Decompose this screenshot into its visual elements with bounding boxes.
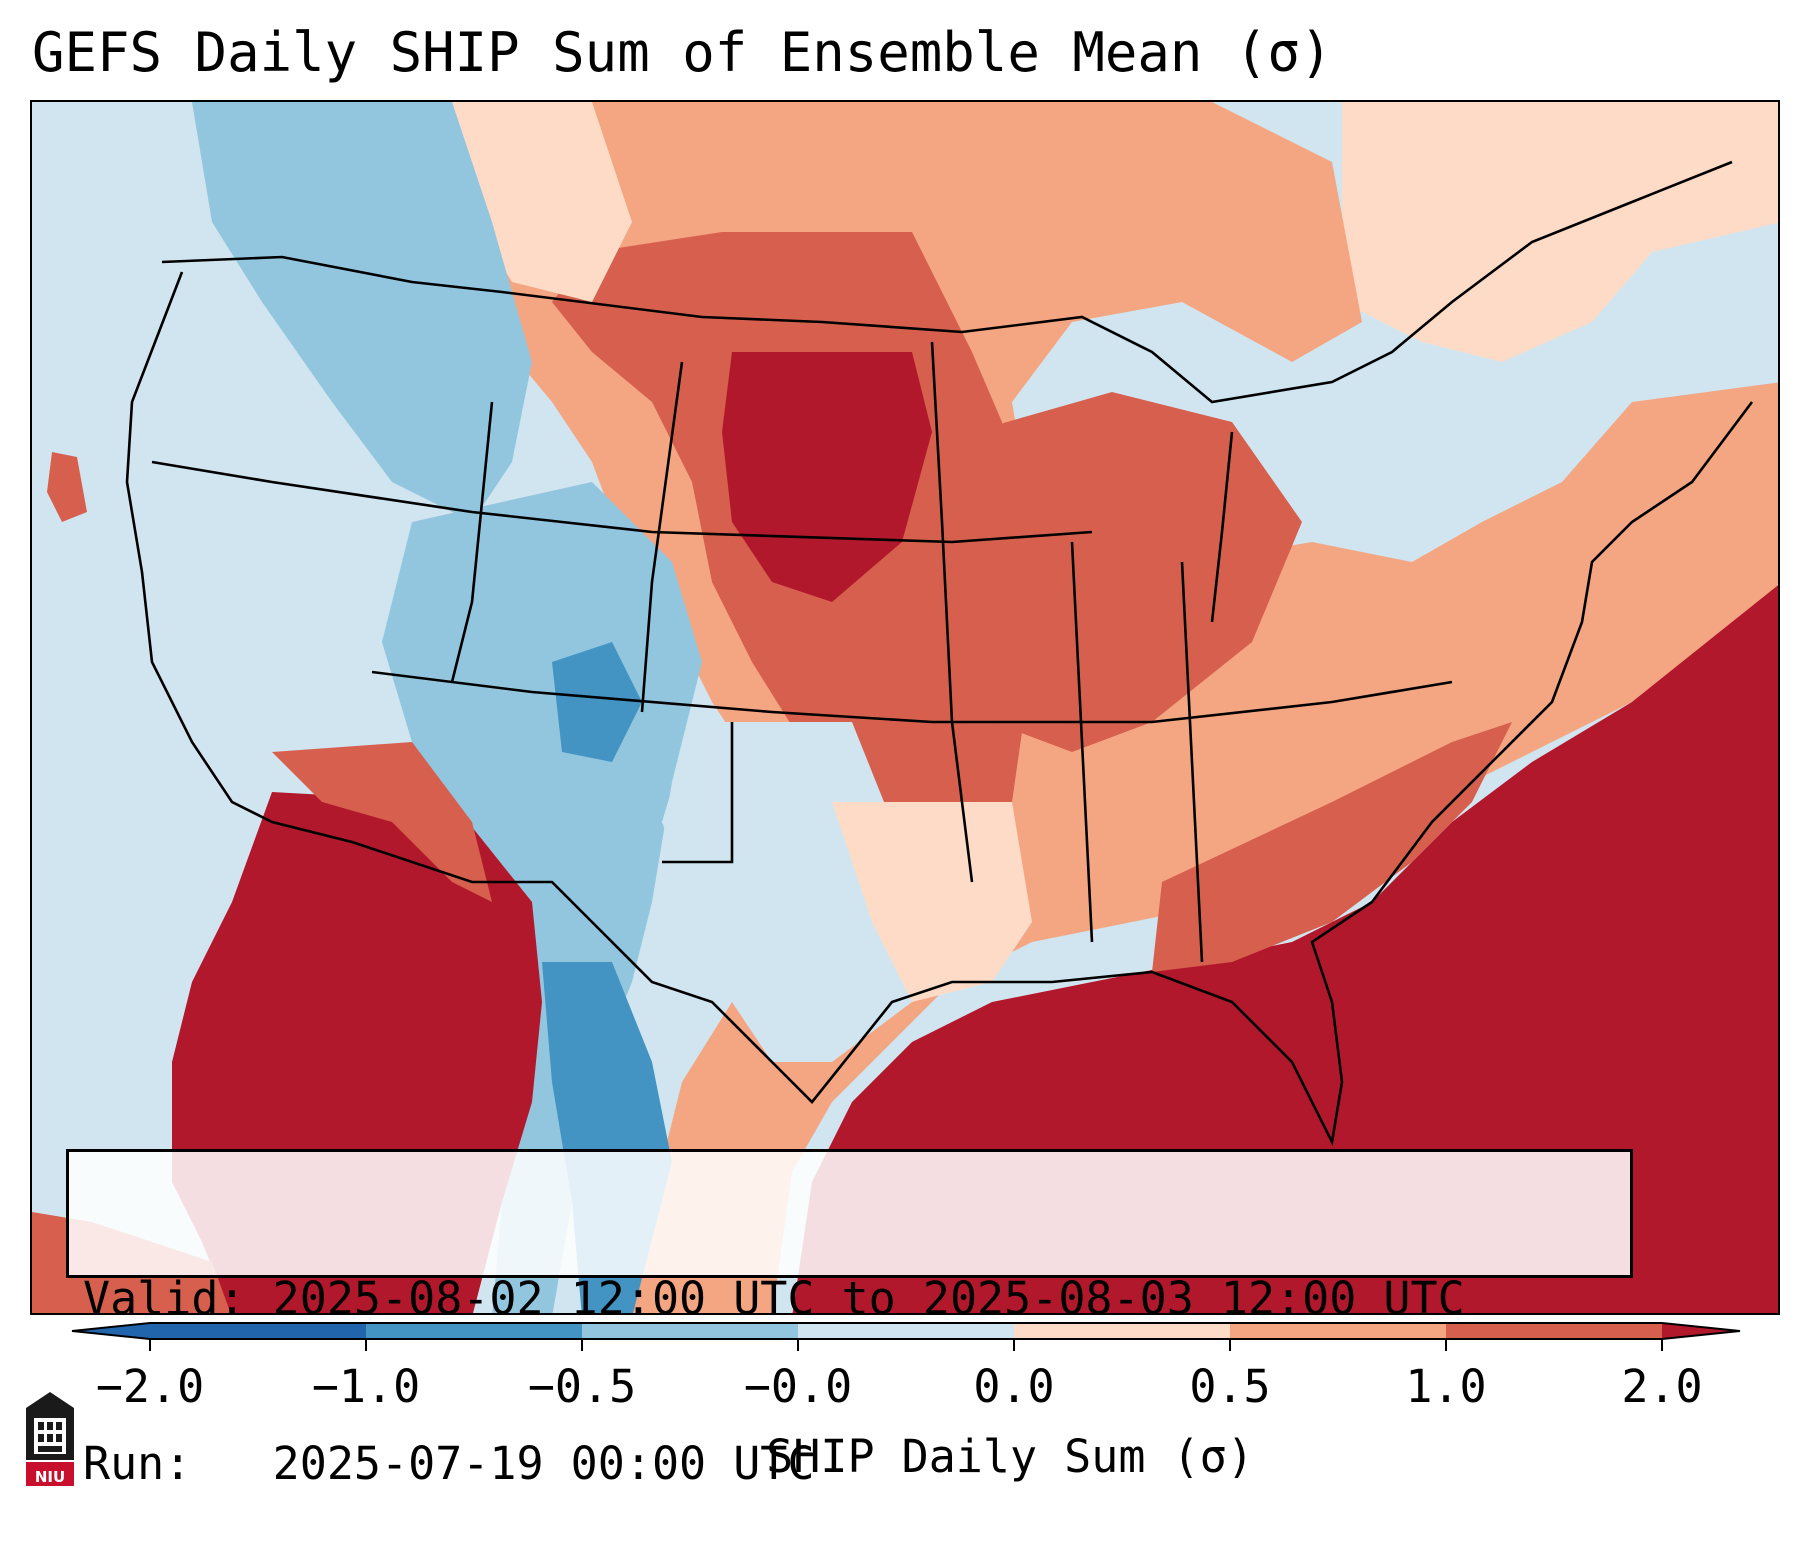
colorbar-segment-1 (150, 1323, 366, 1339)
colorbar-tick-label: 0.0 (973, 1360, 1055, 1413)
field-gulf-atlantic-dark (792, 585, 1778, 1313)
southern-and-east-coast (271, 401, 1754, 1147)
state-line-north (151, 460, 1093, 544)
us-canada-border (161, 160, 1733, 404)
run-time-line: Run: 2025-07-19 00:00 UTC (83, 1437, 815, 1490)
utah-west (450, 401, 494, 683)
colorbar-segment-3 (582, 1323, 798, 1339)
colorbar-tick-label: 1.0 (1405, 1360, 1487, 1413)
boundaries (125, 160, 1754, 1147)
plains-east (930, 341, 974, 883)
colorbar-tick-label: −1.0 (311, 1360, 421, 1413)
pacific-coast (125, 271, 273, 824)
state-line-central (371, 670, 1453, 724)
colorbar-tick-label: −0.0 (743, 1360, 853, 1413)
colorbar-tick-label: −2.0 (95, 1360, 205, 1413)
field-colorado-blue (552, 642, 642, 762)
field-east-texas-pink (832, 802, 1032, 1002)
alabama-georgia (1180, 561, 1204, 963)
chart-title: GEFS Daily SHIP Sum of Ensemble Mean (σ) (32, 21, 1333, 84)
colorbar-extend-low (72, 1323, 150, 1339)
mississippi (1070, 541, 1094, 943)
colorbar-segment-4 (798, 1323, 1014, 1339)
colorbar-label: SHIP Daily Sum (σ) (766, 1430, 1254, 1483)
colorbar-segment-6 (1230, 1323, 1446, 1339)
field-midwest-red (942, 392, 1302, 752)
valid-time-line: Valid: 2025-08-02 12:00 UTC to 2025-08-0… (83, 1272, 1465, 1325)
field-az-red (272, 742, 492, 902)
michigan (1210, 431, 1234, 623)
colorbar-segment-7 (1446, 1323, 1662, 1339)
colorbar-extend-high (1662, 1323, 1740, 1339)
colorbar-ticks (149, 1339, 1663, 1351)
valid-run-box: Valid: 2025-08-02 12:00 UTC to 2025-08-0… (66, 1149, 1633, 1490)
field-nw-blue (192, 102, 532, 522)
field-pacific-dot (47, 452, 87, 522)
colorbar-segment-5 (1014, 1323, 1230, 1339)
niu-logo-icon: NIU (22, 1390, 78, 1490)
wyoming-colorado (640, 361, 684, 713)
colorbar-segment-2 (366, 1323, 582, 1339)
colorbar-tick-label: −0.5 (527, 1360, 637, 1413)
colorbar (71, 1322, 1741, 1351)
logo-text: NIU (34, 1468, 66, 1486)
field-southeast-red (1152, 722, 1512, 972)
colorbar-tick-label: 0.5 (1189, 1360, 1271, 1413)
colorbar-tick-label: 2.0 (1621, 1360, 1703, 1413)
oklahoma-texas (662, 722, 734, 864)
